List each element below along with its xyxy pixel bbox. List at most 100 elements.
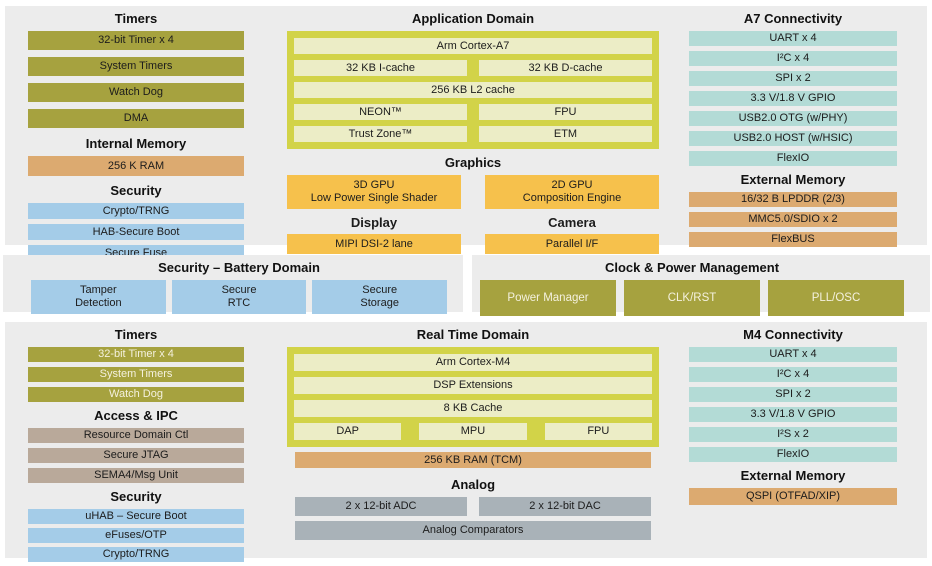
section-heading-graphics: Graphics — [444, 155, 502, 170]
row: NEON™ FPU — [294, 104, 652, 120]
block-32-kb-i-cache: 32 KB I-cache — [294, 60, 467, 76]
block-label: Resource Domain Ctl — [83, 429, 189, 441]
block-label: I²C x 4 — [776, 52, 810, 64]
section-heading-timers: Timers — [114, 11, 158, 26]
section-heading-external-memory: External Memory — [740, 172, 846, 187]
row: I²C x 4 — [689, 51, 897, 66]
row: MIPI DSI-2 lane Parallel I/F — [287, 234, 659, 254]
panel-real-time-domain: Timers 32-bit Timer x 4 System Timers Watch… — [5, 322, 927, 562]
row: FlexBUS — [689, 232, 897, 247]
block-label: UART x 4 — [769, 32, 817, 44]
row: 32-bit Timer x 4 — [28, 31, 244, 50]
block-i-c-x-4: I²C x 4 — [689, 367, 897, 382]
block-label: I²C x 4 — [776, 368, 810, 380]
block-label: Trust Zone™ — [348, 127, 413, 140]
block-label: 256 KB RAM (TCM) — [424, 453, 522, 466]
block-label: HAB-Secure Boot — [92, 225, 180, 238]
block-uart-x-4: UART x 4 — [689, 347, 897, 362]
block-2-x-12-bit-dac: 2 x 12-bit DAC — [479, 497, 651, 516]
section-heading-m4-connectivity: M4 Connectivity — [743, 327, 843, 342]
block-label: UART x 4 — [769, 348, 817, 360]
block-32-bit-timer-x-4: 32-bit Timer x 4 — [28, 347, 244, 362]
row: 2 x 12-bit ADC 2 x 12-bit DAC — [295, 497, 651, 516]
column-top-right: A7 Connectivity UART x 4 I²C x 4 SPI x 2 3.3… — [679, 6, 927, 247]
row: Watch Dog — [28, 83, 244, 102]
block-2d-gpu-composition-engine: 2D GPU Composition Engine — [485, 175, 659, 209]
block-label: USB2.0 OTG (w/PHY) — [738, 112, 848, 124]
block-label: 2D GPU — [551, 179, 593, 191]
row: System Timers — [28, 367, 244, 382]
block-label: Display — [350, 215, 398, 230]
block-label: CLK/RST — [667, 291, 717, 304]
block-label: FPU — [587, 425, 610, 437]
block-crypto-trng: Crypto/TRNG — [28, 547, 244, 562]
section-internal-memory: Internal Memory 256 K RAM — [28, 135, 244, 182]
block-label: Arm Cortex-A7 — [436, 39, 510, 52]
block-label: 8 KB Cache — [443, 402, 503, 414]
block-label: Tamper — [79, 284, 117, 296]
block-label: uHAB – Secure Boot — [85, 510, 187, 522]
block-i-c-x-4: I²C x 4 — [689, 51, 897, 66]
block-label: Analog Comparators — [422, 524, 524, 536]
block-secure-rtc: Secure RTC — [171, 280, 307, 314]
row: 32 KB I-cache 32 KB D-cache — [294, 60, 652, 76]
block-etm: ETM — [479, 126, 652, 142]
section-heading-external-memory-m4: External Memory — [740, 468, 846, 483]
panel-security-battery-domain: Security – Battery Domain Tamper Detection… — [3, 255, 463, 314]
block-parallel-i-f: Parallel I/F — [485, 234, 659, 254]
column-top-middle: Application Domain Arm Cortex-A7 32 KB I-c… — [267, 6, 679, 254]
block-label: 32-bit Timer x 4 — [98, 348, 174, 360]
row: 256 KB L2 cache — [294, 82, 652, 98]
block-secure-storage: Secure Storage — [312, 280, 448, 314]
row: USB2.0 OTG (w/PHY) — [689, 111, 897, 126]
block-uhab-secure-boot: uHAB – Secure Boot — [28, 509, 244, 524]
block-label: Detection — [75, 297, 122, 309]
section-m4-connectivity: M4 Connectivity UART x 4 I²C x 4 SPI x 2 3.3… — [689, 326, 897, 467]
block-3-3-v-1-8-v-gpio: 3.3 V/1.8 V GPIO — [689, 407, 897, 422]
row: 3.3 V/1.8 V GPIO — [689, 91, 897, 106]
block-label: FlexBUS — [771, 233, 815, 245]
block-label: DAP — [336, 425, 359, 437]
row: SEMA4/Msg Unit — [28, 468, 244, 483]
block-label: System Timers — [99, 368, 173, 380]
block-fpu: FPU — [479, 104, 652, 120]
block-32-kb-d-cache: 32 KB D-cache — [479, 60, 652, 76]
block-label: 32-bit Timer x 4 — [98, 34, 174, 46]
block-label: 256 K RAM — [107, 159, 165, 172]
block-i-s-x-2: I²S x 2 — [689, 427, 897, 442]
block-label: QSPI (OTFAD/XIP) — [745, 490, 841, 502]
block-label: NEON™ — [359, 105, 402, 118]
block-pll-osc: PLL/OSC — [768, 280, 904, 316]
block-mipi-dsi-2-lane: MIPI DSI-2 lane — [287, 234, 461, 254]
block-2-x-12-bit-adc: 2 x 12-bit ADC — [295, 497, 467, 516]
block-uart-x-4: UART x 4 — [689, 31, 897, 46]
block-label: 3.3 V/1.8 V GPIO — [750, 92, 836, 104]
block-power-manager: Power Manager — [480, 280, 616, 316]
row: eFuses/OTP — [28, 528, 244, 543]
block-flexbus: FlexBUS — [689, 232, 897, 247]
row: 3.3 V/1.8 V GPIO — [689, 407, 897, 422]
block-label: Crypto/TRNG — [102, 204, 170, 217]
row: System Timers — [28, 57, 244, 76]
block-mpu: MPU — [419, 423, 527, 440]
block-fpu: FPU — [544, 423, 652, 440]
block-dap: DAP — [294, 423, 402, 440]
row: SPI x 2 — [689, 387, 897, 402]
row: Resource Domain Ctl — [28, 428, 244, 443]
section-graphics: Graphics 3D GPU Low Power Single Shader 2D … — [287, 154, 659, 215]
block-dma: DMA — [28, 109, 244, 128]
block-label: 32 KB I-cache — [345, 61, 416, 74]
block-crypto-trng: Crypto/TRNG — [28, 203, 244, 219]
block-label: PLL/OSC — [811, 291, 861, 304]
section-display-camera: Display Camera MIPI DSI-2 lane Parallel I/F — [287, 215, 659, 258]
block-label: MPU — [460, 425, 486, 437]
block-label: Arm Cortex-M4 — [435, 356, 511, 368]
section-ram-tcm: 256 KB RAM (TCM) — [287, 452, 659, 476]
block-label: 256 KB L2 cache — [431, 83, 515, 96]
block-spi-x-2: SPI x 2 — [689, 387, 897, 402]
block-usb2-0-otg-w-phy: USB2.0 OTG (w/PHY) — [689, 111, 897, 126]
section-analog: Analog 2 x 12-bit ADC 2 x 12-bit DAC Analog… — [287, 476, 659, 545]
row: HAB-Secure Boot — [28, 224, 244, 240]
block-16-32-b-lpddr-2-3: 16/32 B LPDDR (2/3) — [689, 192, 897, 207]
